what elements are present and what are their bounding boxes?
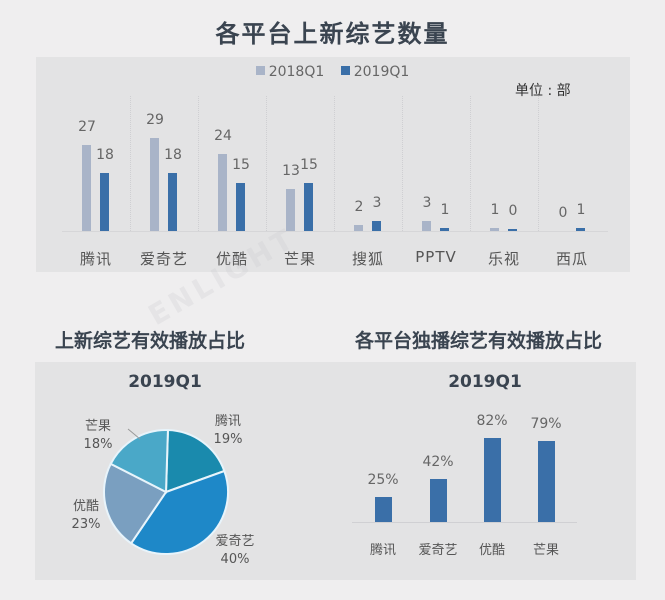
leader-line bbox=[127, 428, 141, 440]
grid-separator bbox=[130, 96, 132, 231]
bar-2018-1[interactable] bbox=[150, 138, 159, 231]
x-axis-baseline-right bbox=[352, 522, 577, 523]
pie-period-label: 2019Q1 bbox=[128, 372, 202, 392]
category-label: 腾讯 bbox=[79, 250, 112, 268]
grid-separator bbox=[402, 96, 404, 231]
grid-separator bbox=[198, 96, 200, 231]
exclusive-value-label: 79% bbox=[530, 416, 562, 433]
bar-2018-6[interactable] bbox=[490, 227, 499, 231]
pie-slice-2[interactable] bbox=[103, 462, 168, 545]
exclusive-bar-0[interactable] bbox=[375, 496, 392, 522]
pie-label-mango: 芒果 18% bbox=[83, 419, 113, 452]
exclusive-bar-2[interactable] bbox=[484, 438, 501, 522]
bar-2019-5[interactable] bbox=[440, 227, 449, 231]
exclusive-value-label: 25% bbox=[367, 471, 399, 488]
category-label: 西瓜 bbox=[555, 250, 588, 268]
bar-2019-4[interactable] bbox=[372, 221, 381, 231]
grid-separator bbox=[470, 96, 472, 231]
bar-2019-7[interactable] bbox=[576, 227, 585, 231]
value-label-2018: 3 bbox=[422, 195, 432, 212]
bar-2019-2[interactable] bbox=[236, 183, 245, 231]
pie-label-tencent: 腾讯 19% bbox=[213, 414, 243, 447]
exclusive-category-label: 爱奇艺 bbox=[418, 543, 458, 558]
grid-separator bbox=[334, 96, 336, 231]
value-label-2018: 2 bbox=[354, 198, 364, 215]
grid-separator bbox=[538, 96, 540, 231]
bar-2018-2[interactable] bbox=[218, 154, 227, 231]
exclusive-value-label: 82% bbox=[476, 413, 508, 430]
bar-2019-0[interactable] bbox=[100, 173, 109, 231]
category-label: 搜狐 bbox=[351, 250, 384, 268]
pie-slice-0[interactable] bbox=[164, 428, 226, 494]
category-label: PPTV bbox=[415, 248, 457, 266]
pie-label-iqiyi: 爱奇艺 40% bbox=[215, 534, 255, 567]
exclusive-category-label: 芒果 bbox=[532, 543, 559, 558]
exclusive-category-label: 腾讯 bbox=[369, 543, 396, 558]
value-label-2018: 27 bbox=[78, 118, 96, 135]
category-label: 乐视 bbox=[487, 250, 520, 268]
exclusive-bar-1[interactable] bbox=[430, 479, 447, 522]
bar-2018-0[interactable] bbox=[82, 144, 91, 231]
legend-swatch-2018 bbox=[255, 66, 265, 75]
exclusive-bar-3[interactable] bbox=[538, 441, 555, 522]
bar-2019-1[interactable] bbox=[168, 173, 177, 231]
bar-2018-3[interactable] bbox=[286, 189, 295, 231]
value-label-2019: 18 bbox=[164, 147, 182, 164]
value-label-2019: 1 bbox=[576, 201, 586, 218]
bar-2019-6[interactable] bbox=[508, 229, 517, 231]
value-label-2018: 0 bbox=[558, 205, 568, 221]
value-label-2019: 18 bbox=[96, 147, 114, 164]
bar-section-title: 各平台独播综艺有效播放占比 bbox=[355, 330, 603, 352]
bar-period-label: 2019Q1 bbox=[448, 372, 522, 392]
value-label-2019: 15 bbox=[300, 157, 318, 173]
category-label: 优酷 bbox=[215, 250, 248, 268]
value-label-2018: 1 bbox=[490, 201, 500, 218]
bar-2018-4[interactable] bbox=[354, 224, 363, 231]
legend: 2018Q1 2019Q1 bbox=[0, 64, 665, 80]
pie-label-youku: 优酷 23% bbox=[71, 499, 101, 532]
bar-2018-5[interactable] bbox=[422, 221, 431, 231]
category-label: 爱奇艺 bbox=[139, 250, 188, 268]
legend-item-2018[interactable]: 2018Q1 bbox=[255, 64, 324, 80]
pie-slice-1[interactable] bbox=[129, 469, 229, 555]
bar-2019-3[interactable] bbox=[304, 183, 313, 231]
unit-label: 单位 : 部 bbox=[515, 83, 571, 99]
exclusive-value-label: 42% bbox=[422, 454, 454, 471]
legend-item-2019[interactable]: 2019Q1 bbox=[340, 64, 409, 80]
chart-title: 各平台上新综艺数量 bbox=[215, 20, 450, 48]
legend-swatch-2019 bbox=[340, 66, 350, 75]
value-label-2018: 29 bbox=[146, 112, 164, 129]
x-axis-baseline bbox=[62, 231, 608, 232]
value-label-2019: 1 bbox=[440, 201, 450, 218]
grid-separator bbox=[266, 96, 268, 231]
pie-slice-3[interactable] bbox=[109, 429, 169, 494]
value-label-2019: 0 bbox=[508, 203, 518, 219]
value-label-2018: 24 bbox=[214, 128, 232, 145]
top-chart-panel bbox=[36, 57, 630, 272]
value-label-2019: 3 bbox=[372, 195, 382, 212]
value-label-2019: 15 bbox=[232, 157, 250, 173]
value-label-2018: 13 bbox=[282, 163, 300, 180]
category-label: 芒果 bbox=[283, 250, 316, 268]
exclusive-category-label: 优酷 bbox=[478, 543, 505, 558]
pie-section-title: 上新综艺有效播放占比 bbox=[55, 330, 246, 352]
